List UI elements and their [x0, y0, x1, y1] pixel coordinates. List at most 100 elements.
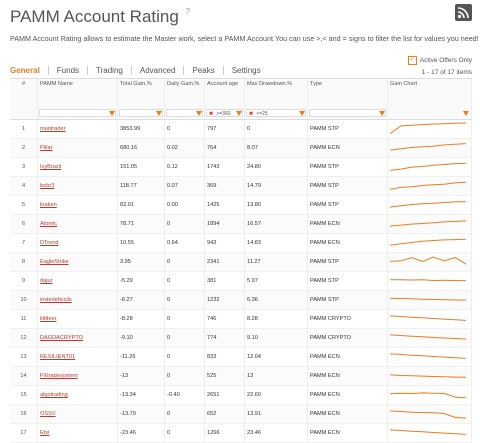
gain-sparkline [390, 143, 466, 151]
gain-sparkline [390, 181, 466, 190]
column-header[interactable]: Daily Gain,% [165, 79, 205, 119]
table-row[interactable]: 13 RESILIENT01 -11.26 0 833 12.04 PAMM ECN [10, 348, 472, 367]
pamm-name-link[interactable]: mantrader [38, 120, 118, 138]
gain-sparkline [390, 297, 466, 301]
checkbox-icon[interactable]: ✓ [407, 56, 417, 65]
max-drawdown: 16.57 [245, 215, 308, 233]
pamm-name-link[interactable]: Etsi [38, 424, 118, 442]
table-row[interactable]: 2 Pillar 680.16 0.02 764 8.07 PAMM ECN [10, 139, 472, 158]
column-header[interactable]: Type [308, 79, 388, 119]
grid-body: 1 mantrader 3853.99 0 797 0 PAMM STP 2 Pillar 680… [10, 120, 472, 443]
table-row[interactable]: 11 kittleer -8.28 0 746 8.28 PAMM CRYPTO [10, 310, 472, 329]
tab-general[interactable]: General [10, 66, 40, 75]
pamm-name-link[interactable]: dajur [38, 272, 118, 290]
table-row[interactable]: 14 FXtradesystem -13 0 525 13 PAMM ECN [10, 367, 472, 386]
max-drawdown: 12.04 [245, 348, 308, 366]
table-row[interactable]: 17 Etsi -23.46 0 1266 23.46 PAMM ECN [10, 424, 472, 443]
table-row[interactable]: 4 bobr3 118.77 0.07 369 14.79 PAMM STP [10, 177, 472, 196]
column-filter-input[interactable]: ✖ >=360 [206, 109, 243, 117]
column-filter-input[interactable]: ✖ <=25 [246, 109, 306, 117]
gain-sparkline [390, 201, 466, 208]
filter-funnel-icon[interactable] [109, 111, 115, 116]
gain-chart [388, 310, 472, 328]
gain-chart [388, 329, 472, 347]
pamm-name-link[interactable]: IvyBrazil [38, 158, 118, 176]
account-type: PAMM STP [308, 291, 388, 309]
column-filter-input[interactable] [309, 109, 386, 117]
table-row[interactable]: 16 OSSV -13.79 0 652 13.91 PAMM ECN [10, 405, 472, 424]
clear-filter-icon[interactable]: ✖ [209, 111, 214, 117]
table-row[interactable]: 15 algotrading -13.34 -0.40 2651 22.60 PAMM EC… [10, 386, 472, 405]
account-type: PAMM ECN [308, 367, 388, 385]
column-header-label: PAMM Name [40, 81, 73, 87]
column-filter-input[interactable] [166, 109, 203, 117]
clear-filter-icon[interactable]: ✖ [249, 111, 254, 117]
daily-gain: 0.00 [165, 196, 205, 214]
filter-funnel-icon[interactable] [379, 111, 385, 116]
gain-chart [388, 253, 472, 271]
pamm-name-link[interactable]: Atomic [38, 215, 118, 233]
tab-settings[interactable]: Settings [222, 66, 269, 75]
pamm-name-link[interactable]: EagleStrike [38, 253, 118, 271]
table-row[interactable]: 9 dajur -5.29 0 381 5.97 PAMM STP [10, 272, 472, 291]
table-row[interactable]: 5 kraken 82.01 0.00 1425 13.80 PAMM STP [10, 196, 472, 215]
pamm-name-link[interactable]: Pillar [38, 139, 118, 157]
tab-trading[interactable]: Trading [87, 66, 131, 75]
pamm-name-link[interactable]: kraken [38, 196, 118, 214]
column-header[interactable]: Account age ✖ >=360 [205, 79, 245, 119]
pamm-name-link[interactable]: FXtradesystem [38, 367, 118, 385]
max-drawdown: 6.36 [245, 291, 308, 309]
table-row[interactable]: 7 DTrend 10.55 0.64 943 14.83 PAMM ECN [10, 234, 472, 253]
table-row[interactable]: 6 Atomic 78.71 0 1894 16.57 PAMM ECN [10, 215, 472, 234]
tab-funds[interactable]: Funds [47, 66, 87, 75]
column-filter-input[interactable] [39, 109, 116, 117]
row-number: 4 [10, 177, 38, 195]
column-header[interactable]: PAMM Name [38, 79, 118, 119]
column-header-label: Gain Chart [390, 81, 418, 87]
table-row[interactable]: 1 mantrader 3853.99 0 797 0 PAMM STP [10, 120, 472, 139]
column-header[interactable]: # [10, 79, 38, 119]
tab-bar: General Funds Trading Advanced Peaks Settings [10, 66, 269, 75]
filter-funnel-icon[interactable] [196, 111, 202, 116]
help-icon[interactable]: ? [185, 7, 191, 16]
pamm-name-link[interactable]: invierteficcils [38, 291, 118, 309]
filter-funnel-icon[interactable] [156, 111, 162, 116]
pamm-name-link[interactable]: kittleer [38, 310, 118, 328]
column-header-label: # [21, 81, 26, 87]
page-title: PAMM Account Rating ? [10, 7, 190, 27]
account-age: 525 [205, 367, 245, 385]
row-number: 12 [10, 329, 38, 347]
gain-sparkline [390, 238, 466, 246]
column-filter-input[interactable] [119, 109, 163, 117]
table-row[interactable]: 12 DAGDACRYPTO -9.10 0 774 9.10 PAMM CRYPTO [10, 329, 472, 348]
column-header[interactable]: Total Gain,% [118, 79, 165, 119]
column-header[interactable]: Gain Chart [388, 79, 472, 119]
active-offers-checkbox[interactable]: ✓ Active Offers Only [407, 56, 472, 65]
rss-icon[interactable] [455, 4, 472, 21]
daily-gain: 0 [165, 424, 205, 442]
gain-sparkline [390, 334, 466, 340]
account-type: PAMM STP [308, 196, 388, 214]
filter-funnel-icon[interactable] [236, 111, 242, 116]
table-row[interactable]: 10 invierteficcils -6.27 0 1232 6.36 PAMM STP [10, 291, 472, 310]
table-row[interactable]: 8 EagleStrike 3.95 0 2341 11.27 PAMM STP [10, 253, 472, 272]
filter-funnel-icon[interactable] [463, 111, 469, 116]
filter-value: <=25 [256, 111, 268, 117]
column-header[interactable]: Max Drawdown,% ✖ <=25 [245, 79, 308, 119]
pamm-name-link[interactable]: RESILIENT01 [38, 348, 118, 366]
tab-peaks[interactable]: Peaks [183, 66, 222, 75]
pamm-name-link[interactable]: DAGDACRYPTO [38, 329, 118, 347]
table-row[interactable]: 3 IvyBrazil 151.05 0.12 1743 24.80 PAMM STP [10, 158, 472, 177]
max-drawdown: 13.80 [245, 196, 308, 214]
pamm-name-link[interactable]: OSSV [38, 405, 118, 423]
filter-funnel-icon[interactable] [299, 111, 305, 116]
gain-sparkline [390, 279, 466, 282]
pamm-name-link[interactable]: algotrading [38, 386, 118, 404]
total-gain: 78.71 [118, 215, 165, 233]
pamm-name-link[interactable]: DTrend [38, 234, 118, 252]
column-header-label: Total Gain,% [120, 81, 152, 87]
tab-advanced[interactable]: Advanced [130, 66, 184, 75]
account-type: PAMM ECN [308, 405, 388, 423]
pamm-name-link[interactable]: bobr3 [38, 177, 118, 195]
account-type: PAMM ECN [308, 215, 388, 233]
